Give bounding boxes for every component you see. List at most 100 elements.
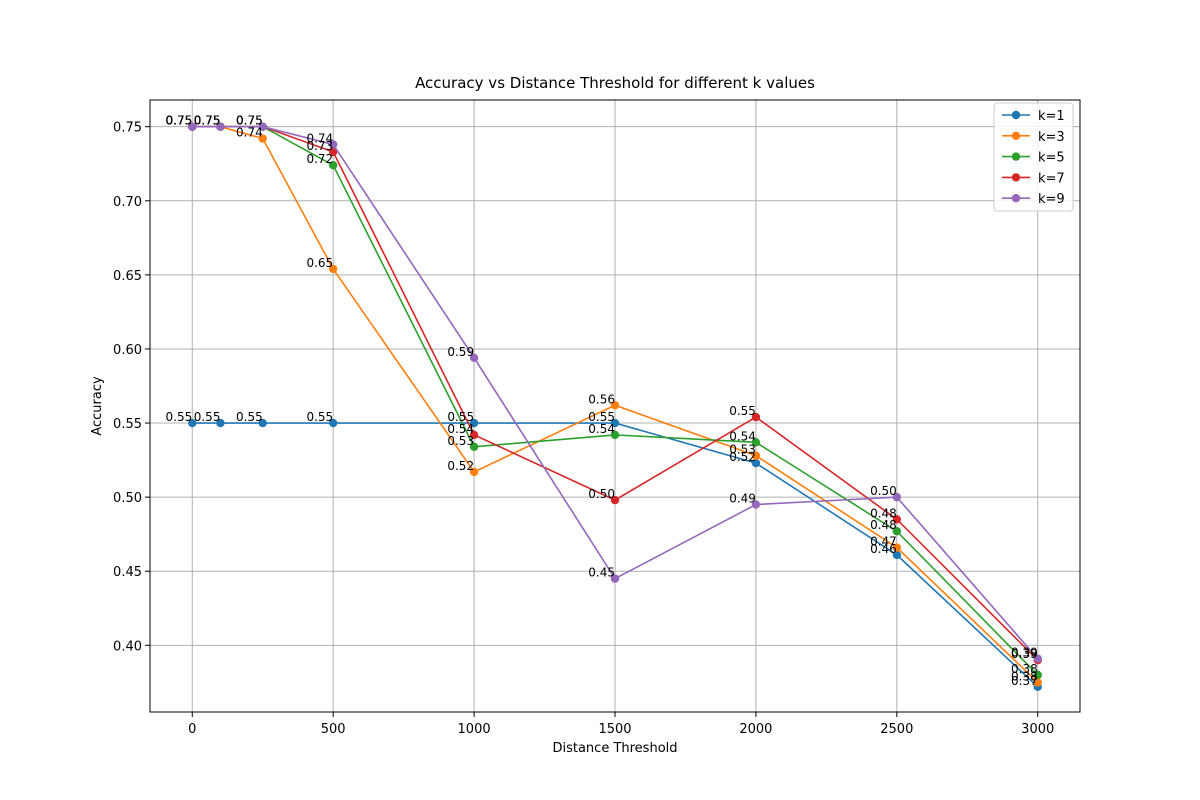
- data-point: [610, 495, 620, 505]
- data-point: [469, 430, 479, 440]
- data-label: 0.50: [588, 487, 615, 501]
- data-labels: 0.55 0.55 0.55 0.55 0.55 0.550.520.460.370.75…: [166, 114, 1038, 688]
- y-tick-label: 0.50: [113, 491, 142, 506]
- legend-item: k=9: [1002, 192, 1065, 207]
- x-tick-label: 1500: [598, 722, 631, 737]
- data-label: 0.53: [729, 443, 756, 457]
- series-layer: [188, 122, 1042, 692]
- data-label: 0.54: [588, 422, 615, 436]
- data-label: 0.75: [194, 114, 221, 128]
- x-tick-label: 0: [188, 722, 196, 737]
- ticks: 0 500 1000 1500 2000 2500 3000 0.40 0.45 0.50 0.55…: [113, 121, 1054, 737]
- data-label: 0.38: [1011, 662, 1038, 676]
- data-label: 0.52: [729, 450, 756, 464]
- data-point: [328, 264, 338, 274]
- data-label: 0.75: [236, 114, 263, 128]
- data-point: [328, 140, 338, 149]
- data-point: [258, 418, 267, 428]
- data-label: 0.75: [194, 114, 221, 128]
- data-point: [610, 401, 620, 410]
- data-label: 0.54: [447, 422, 474, 436]
- data-label: 0.75: [194, 114, 221, 128]
- data-label: 0.75: [236, 114, 263, 128]
- data-label: 0.50: [870, 484, 897, 498]
- data-label: 0.56: [588, 392, 615, 406]
- data-point: [751, 412, 761, 422]
- data-point: [216, 418, 225, 428]
- legend-label: k=1: [1038, 109, 1065, 124]
- y-tick-label: 0.55: [113, 417, 142, 432]
- data-label: 0.75: [194, 114, 221, 128]
- legend-box: [993, 102, 1074, 212]
- data-label: 0.59: [447, 345, 474, 359]
- data-label: 0.39: [1011, 646, 1038, 660]
- data-point: [469, 418, 479, 428]
- data-label: 0.52: [447, 459, 474, 473]
- data-point: [469, 442, 479, 451]
- legend-marker: [1011, 173, 1021, 182]
- legend-marker: [1011, 131, 1021, 140]
- x-tick-label: 1000: [458, 722, 491, 737]
- data-point: [328, 147, 338, 157]
- data-label: 0.75: [236, 114, 263, 128]
- legend-item: k=7: [1002, 171, 1065, 186]
- data-point: [258, 122, 267, 131]
- data-point: [892, 550, 902, 560]
- data-point: [216, 122, 225, 131]
- legend-item: k=5: [1002, 151, 1065, 166]
- data-label: 0.46: [870, 542, 897, 556]
- data-label: 0.74: [306, 131, 333, 145]
- data-point: [1033, 670, 1042, 680]
- data-label: 0.55: [729, 404, 756, 418]
- data-label: 0.47: [870, 535, 897, 549]
- data-label: 0.72: [306, 152, 333, 166]
- data-point: [328, 161, 338, 170]
- data-label: 0.54: [729, 429, 756, 443]
- y-tick-label: 0.40: [113, 639, 142, 654]
- data-label: 0.75: [166, 114, 193, 128]
- data-label: 0.75: [166, 114, 193, 128]
- x-tick-label: 2000: [739, 722, 772, 737]
- data-label: 0.74: [236, 126, 263, 140]
- data-point: [751, 438, 761, 447]
- legend-marker: [1011, 110, 1021, 120]
- data-label: 0.49: [729, 492, 756, 506]
- data-point: [892, 515, 902, 524]
- legend: k=1 k=3 k=5 k=7 k=9: [993, 102, 1074, 212]
- data-point: [1033, 678, 1042, 687]
- x-tick-label: 500: [321, 722, 346, 737]
- legend-marker: [1011, 152, 1021, 161]
- series-k=9: [188, 122, 1042, 663]
- data-label: 0.45: [588, 566, 615, 580]
- data-label: 0.55: [447, 410, 474, 424]
- data-point: [610, 430, 620, 440]
- legend-label: k=3: [1038, 130, 1065, 145]
- y-tick-label: 0.70: [113, 195, 142, 210]
- data-point: [892, 492, 902, 502]
- data-point: [258, 134, 267, 143]
- data-point: [610, 574, 620, 583]
- legend-label: k=5: [1038, 151, 1065, 166]
- data-label: 0.73: [306, 139, 333, 153]
- y-tick-label: 0.65: [113, 269, 142, 284]
- data-label: 0.48: [870, 518, 897, 532]
- legend-label: k=9: [1038, 192, 1065, 207]
- data-point: [751, 458, 761, 468]
- legend-item: k=1: [1002, 109, 1065, 124]
- data-label: 0.55: [194, 410, 221, 424]
- x-tick-label: 2500: [880, 722, 913, 737]
- data-point: [328, 418, 338, 428]
- y-tick-label: 0.75: [113, 121, 142, 136]
- data-label: 0.55: [306, 410, 333, 424]
- data-point: [188, 122, 197, 131]
- series-k=1: [188, 418, 1042, 692]
- x-axis-label: Distance Threshold: [552, 741, 677, 756]
- data-point: [892, 527, 902, 536]
- data-point: [1033, 654, 1042, 663]
- data-label: 0.75: [166, 114, 193, 128]
- data-label: 0.38: [1011, 669, 1038, 683]
- data-label: 0.55: [166, 410, 193, 424]
- data-label: 0.48: [870, 506, 897, 520]
- data-label: 0.65: [306, 256, 333, 270]
